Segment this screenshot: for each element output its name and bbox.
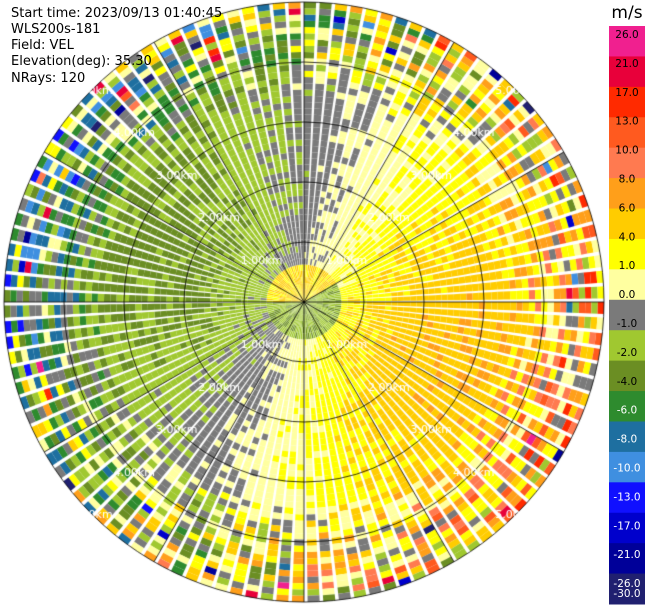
colorbar-tick-label: 26.0 — [615, 29, 638, 41]
instrument-text: WLS200s-181 — [11, 22, 101, 37]
colorbar-swatch — [609, 543, 645, 575]
colorbar-swatch — [609, 299, 645, 331]
colorbar-tick-label: 17.0 — [615, 87, 638, 99]
colorbar-swatch — [609, 178, 645, 210]
colorbar-swatch — [609, 56, 645, 88]
colorbar-swatch — [609, 208, 645, 240]
colorbar-tick-label: -30.0 — [613, 588, 640, 600]
colorbar-swatch — [609, 238, 645, 270]
field-text: Field: VEL — [11, 38, 74, 53]
colorbar-tick-label: -13.0 — [613, 491, 640, 503]
colorbar-swatch — [609, 482, 645, 514]
colorbar-tick-label: -6.0 — [617, 405, 638, 417]
colorbar-swatch — [609, 391, 645, 422]
elevation-text: Elevation(deg): 35.30 — [11, 54, 152, 69]
colorbar-swatch — [609, 117, 645, 149]
colorbar-tick-label: 6.0 — [619, 202, 636, 214]
colorbar-swatch — [609, 147, 645, 179]
colorbar-tick-label: 13.0 — [615, 116, 638, 128]
nrays-text: NRays: 120 — [11, 71, 86, 86]
colorbar-swatch — [609, 360, 645, 392]
colorbar-tick-label: 8.0 — [619, 174, 636, 186]
colorbar-tick-label: -17.0 — [613, 520, 640, 532]
colorbar-tick-label: 21.0 — [615, 58, 638, 70]
colorbar-tick-label: -26.0 — [613, 578, 640, 590]
colorbar-tick-label: -4.0 — [617, 376, 638, 388]
colorbar-swatch — [609, 269, 645, 301]
colorbar-tick-label: 10.0 — [615, 145, 638, 157]
colorbar-swatch — [609, 26, 645, 57]
colorbar-tick-label: -21.0 — [613, 549, 640, 561]
colorbar-tick-label: -8.0 — [617, 434, 638, 446]
colorbar-tick-label: -10.0 — [613, 463, 640, 475]
colorbar-swatch — [609, 86, 645, 118]
colorbar-tick-label: 0.0 — [619, 289, 636, 301]
colorbar-swatch — [609, 330, 645, 362]
start-time-text: Start time: 2023/09/13 01:40:45 — [11, 6, 223, 21]
colorbar-tick-label: 1.0 — [619, 260, 636, 272]
colorbar-tick-label: 4.0 — [619, 231, 636, 243]
colorbar-swatch — [609, 573, 645, 605]
colorbar-swatch — [609, 451, 645, 483]
colorbar-swatch — [609, 512, 645, 544]
colorbar-unit-label: m/s — [611, 3, 642, 23]
colorbar-tick-label: -2.0 — [617, 347, 638, 359]
colorbar-tick-label: -1.0 — [617, 318, 638, 330]
colorbar-swatch — [609, 421, 645, 453]
